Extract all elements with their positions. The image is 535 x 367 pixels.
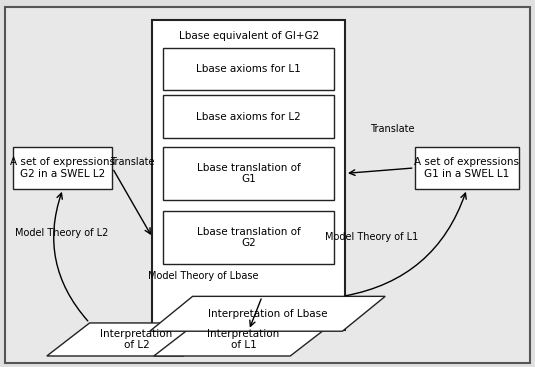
Bar — [415, 147, 519, 189]
Text: Lbase translation of
G1: Lbase translation of G1 — [197, 163, 301, 184]
Polygon shape — [150, 297, 385, 331]
Bar — [163, 211, 334, 264]
Text: Model Theory of L2: Model Theory of L2 — [15, 228, 108, 238]
Bar — [163, 147, 334, 200]
Text: Translate: Translate — [110, 157, 155, 167]
Polygon shape — [47, 323, 226, 356]
Polygon shape — [154, 323, 333, 356]
FancyArrowPatch shape — [54, 193, 88, 321]
Text: A set of expressions
G2 in a SWEL L2: A set of expressions G2 in a SWEL L2 — [10, 157, 116, 179]
Text: Interpretation
of L1: Interpretation of L1 — [207, 329, 280, 350]
Text: Lbase translation of
G2: Lbase translation of G2 — [197, 227, 301, 248]
Text: Model Theory of L1: Model Theory of L1 — [325, 232, 418, 242]
Text: Translate: Translate — [370, 124, 415, 134]
FancyArrowPatch shape — [345, 193, 466, 296]
Text: A set of expressions
G1 in a SWEL L1: A set of expressions G1 in a SWEL L1 — [414, 157, 519, 179]
Text: Interpretation
of L2: Interpretation of L2 — [100, 329, 173, 350]
Bar — [163, 48, 334, 90]
Text: Interpretation of Lbase: Interpretation of Lbase — [208, 309, 327, 319]
Text: Lbase axioms for L2: Lbase axioms for L2 — [196, 112, 301, 121]
Text: Model Theory of Lbase: Model Theory of Lbase — [148, 271, 258, 281]
Text: Lbase equivalent of GI+G2: Lbase equivalent of GI+G2 — [179, 30, 319, 41]
Text: Lbase axioms for L1: Lbase axioms for L1 — [196, 64, 301, 74]
Bar — [13, 147, 112, 189]
Bar — [163, 95, 334, 138]
Bar — [152, 20, 345, 330]
